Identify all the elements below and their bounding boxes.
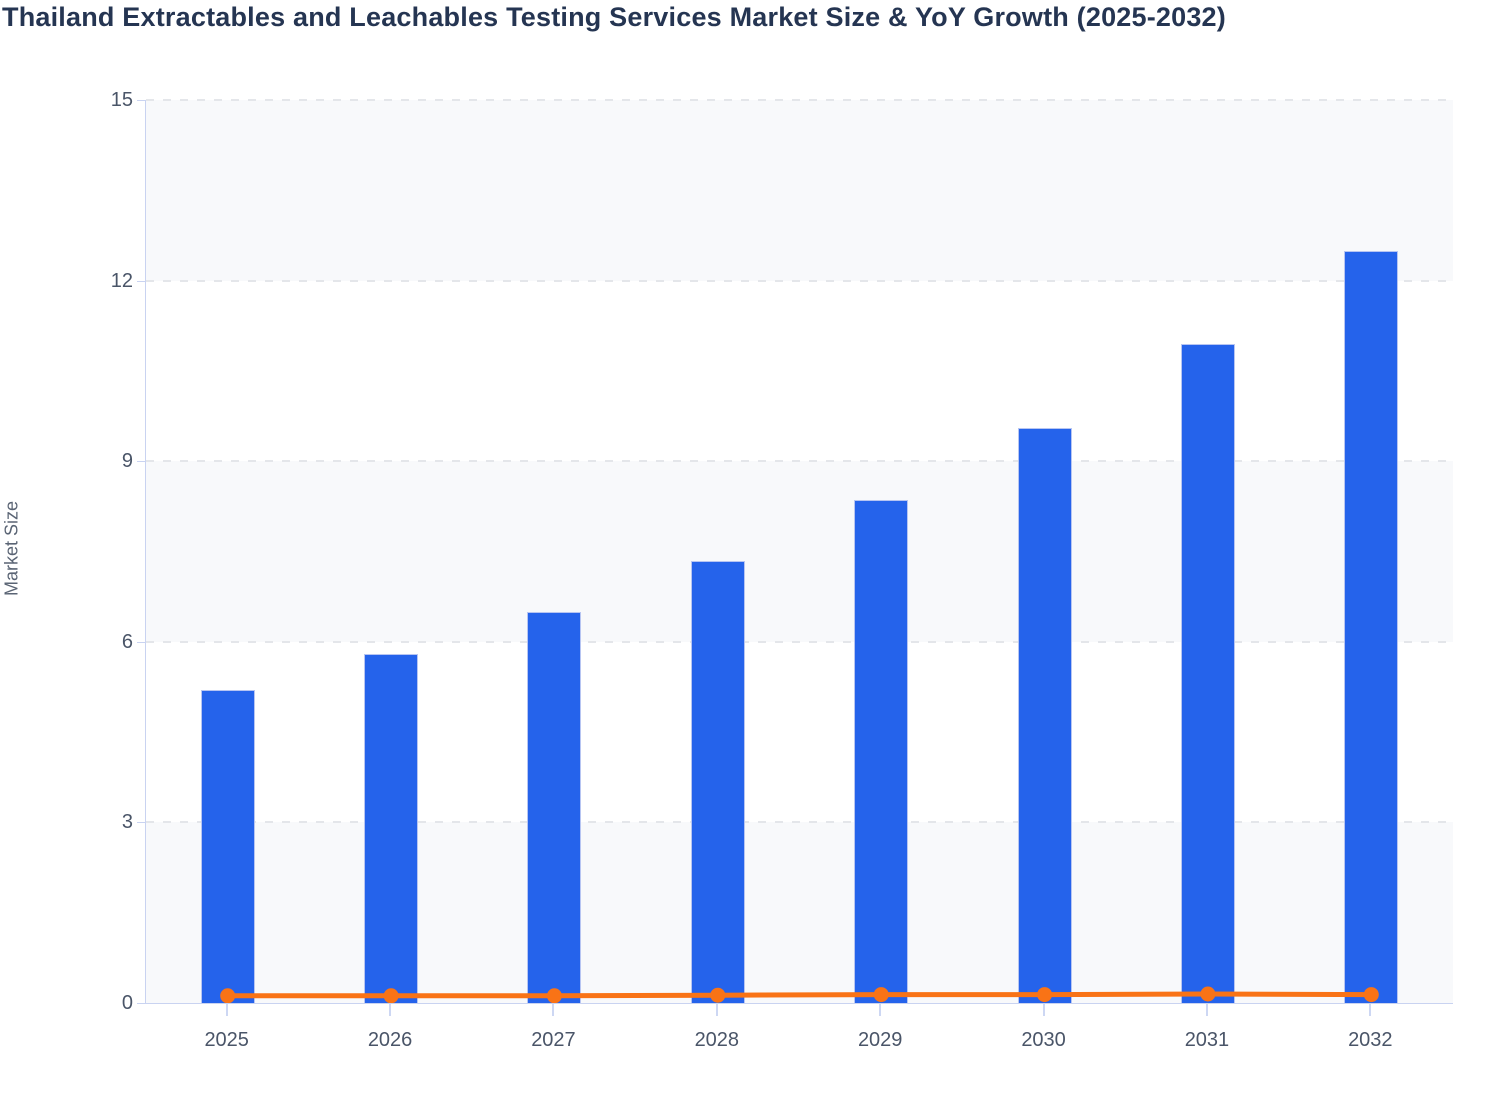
y-tick-label-9: 9: [121, 450, 133, 473]
x-tick-mark: [389, 1004, 392, 1016]
y-tick-label-3: 3: [121, 811, 133, 834]
y-tick-label-6: 6: [121, 630, 133, 653]
bar-2030[interactable]: [1017, 428, 1072, 1003]
y-tick-mark: [137, 822, 146, 824]
y-tick-label-12: 12: [110, 269, 133, 292]
gridline-6: [146, 640, 1453, 643]
y-tick-mark: [137, 100, 146, 101]
x-tick-mark: [715, 1004, 718, 1016]
x-tick-label-2028: 2028: [694, 1029, 740, 1051]
bar-2027[interactable]: [527, 611, 582, 1003]
x-tick-label-2025: 2025: [204, 1029, 249, 1051]
x-tick-label-2027: 2027: [531, 1029, 576, 1051]
bar-2029[interactable]: [854, 500, 909, 1003]
bar-2026[interactable]: [364, 653, 419, 1003]
x-tick-mark: [1042, 1004, 1045, 1016]
x-tick-label-2031: 2031: [1184, 1029, 1230, 1051]
y-tick-mark: [137, 641, 146, 643]
x-tick-label-2030: 2030: [1021, 1029, 1066, 1051]
plot-band: [146, 461, 1453, 642]
chart-title: Thailand Extractables and Leachables Tes…: [2, 2, 1226, 32]
bar-2031[interactable]: [1180, 343, 1235, 1003]
plot-band: [146, 822, 1453, 1003]
x-tick-mark: [1205, 1004, 1208, 1016]
y-tick-label-15: 15: [110, 89, 133, 111]
gridline-3: [146, 821, 1453, 824]
x-tick-label-2029: 2029: [857, 1029, 903, 1051]
x-tick-mark: [225, 1004, 228, 1016]
gridline-12: [146, 279, 1453, 282]
plot-band: [146, 100, 1453, 281]
y-tick-mark: [137, 1003, 146, 1004]
bar-2028[interactable]: [690, 560, 745, 1003]
x-tick-label-2026: 2026: [367, 1029, 413, 1051]
x-tick-mark: [879, 1004, 882, 1016]
gridline-9: [146, 460, 1453, 463]
x-tick-mark: [552, 1004, 555, 1016]
y-tick-mark: [137, 461, 146, 463]
plot-area: [145, 99, 1453, 1004]
y-tick-label-0: 0: [121, 992, 133, 1014]
y-axis-title: Market Size: [1, 500, 22, 597]
y-tick-mark: [137, 280, 146, 282]
bar-2032[interactable]: [1344, 250, 1399, 1003]
x-tick-label-2032: 2032: [1348, 1029, 1393, 1051]
x-tick-mark: [1369, 1004, 1372, 1016]
bar-2025[interactable]: [200, 689, 255, 1003]
gridline-15: [146, 99, 1453, 101]
